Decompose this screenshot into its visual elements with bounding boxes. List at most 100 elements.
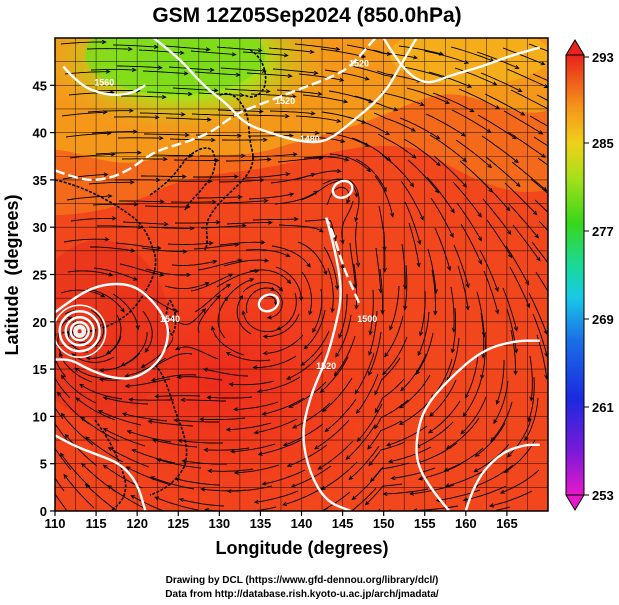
- streamline: [86, 288, 125, 313]
- typhoon-ring: [64, 316, 95, 347]
- streamline-arrowhead: [536, 256, 541, 262]
- streamline: [175, 478, 221, 486]
- streamline-arrowhead: [450, 208, 455, 214]
- streamline-arrowhead: [209, 67, 215, 73]
- streamline-arrowhead: [283, 53, 289, 58]
- streamline: [87, 110, 133, 113]
- streamline-arrowhead: [561, 204, 565, 208]
- streamline: [350, 487, 377, 511]
- streamline: [460, 223, 482, 264]
- y-axis-label: Latitude (degrees): [2, 194, 22, 355]
- streamline-arrowhead: [103, 172, 109, 177]
- streamline-arrowhead: [265, 89, 271, 94]
- streamline: [346, 424, 376, 460]
- streamline: [500, 469, 540, 494]
- streamline-arrowhead: [225, 427, 231, 432]
- streamline: [320, 491, 351, 511]
- streamline-arrowhead: [515, 182, 521, 187]
- streamline-arrowhead: [80, 416, 86, 421]
- y-tick-label: 45: [33, 78, 47, 93]
- streamline: [296, 170, 341, 180]
- streamline-arrowhead: [186, 204, 191, 210]
- streamline-arrowhead: [449, 232, 454, 238]
- streamline-arrowhead: [204, 281, 210, 287]
- streamline: [529, 355, 533, 401]
- streamline: [530, 178, 548, 195]
- streamline-arrowhead: [102, 396, 108, 401]
- streamline-arrowhead: [400, 386, 405, 392]
- streamline-arrowhead: [368, 350, 373, 356]
- streamline: [80, 416, 120, 442]
- streamline-arrowhead: [435, 161, 441, 167]
- colorbar-tick-label: 253: [592, 488, 614, 503]
- streamline-arrowhead: [318, 228, 324, 233]
- streamline: [139, 112, 185, 115]
- streamline: [384, 315, 404, 357]
- streamline-arrowhead: [465, 305, 470, 311]
- x-tick-label: 135: [250, 516, 272, 531]
- streamline: [254, 490, 299, 503]
- streamline: [481, 135, 519, 163]
- streamline: [314, 419, 350, 450]
- streamline: [301, 271, 312, 315]
- streamline-arrowhead: [354, 192, 359, 198]
- streamline: [356, 373, 379, 414]
- streamline: [57, 316, 72, 357]
- streamline-arrowhead: [532, 210, 538, 216]
- chart-title: GSM 12Z05Sep2024 (850.0hPa): [152, 4, 461, 27]
- streamline: [177, 376, 223, 381]
- streamline: [399, 117, 440, 140]
- streamline-arrowhead: [410, 127, 416, 132]
- streamline: [55, 447, 72, 471]
- streamline: [113, 116, 159, 118]
- streamline-arrowhead: [417, 240, 422, 246]
- streamline-arrowhead: [364, 76, 370, 81]
- streamline-arrowhead: [308, 310, 313, 316]
- x-tick-label: 125: [167, 516, 189, 531]
- typhoon-ring: [58, 310, 101, 353]
- streamline-arrowhead: [124, 373, 130, 378]
- streamline-arrowhead: [417, 476, 423, 481]
- streamline-arrowhead: [252, 365, 258, 370]
- streamline: [70, 217, 116, 222]
- streamline-arrowhead: [278, 286, 284, 292]
- contour-line-1500: [325, 217, 361, 304]
- streamline: [357, 403, 383, 442]
- streamline: [150, 353, 193, 369]
- streamline-arrowhead: [257, 48, 263, 53]
- streamline: [108, 447, 150, 468]
- contour-label: 1520: [275, 96, 295, 106]
- streamline-arrowhead: [506, 452, 512, 458]
- x-tick-label: 115: [86, 516, 107, 531]
- streamline: [254, 418, 298, 434]
- streamline: [79, 384, 123, 400]
- streamline: [93, 267, 138, 281]
- streamline: [125, 357, 167, 377]
- colorbar-tick-label: 285: [592, 136, 614, 151]
- streamline: [297, 241, 327, 275]
- streamline: [416, 421, 454, 448]
- streamline-arrowhead: [149, 476, 155, 481]
- streamline-arrowhead: [64, 433, 70, 439]
- streamline: [66, 195, 112, 201]
- streamline-arrowhead: [321, 407, 327, 413]
- streamline-arrowhead: [465, 283, 470, 289]
- streamline: [55, 357, 67, 378]
- streamline-arrowhead: [517, 88, 523, 93]
- streamline: [323, 246, 338, 290]
- streamline-arrowhead: [336, 118, 342, 123]
- streamline: [451, 109, 492, 133]
- streamline: [406, 87, 450, 104]
- streamline: [64, 71, 110, 75]
- streamline-arrowhead: [473, 468, 479, 473]
- streamline-arrowhead: [158, 135, 164, 141]
- streamline-arrowhead: [540, 61, 546, 66]
- streamline-arrowhead: [121, 412, 127, 417]
- streamline: [445, 468, 488, 487]
- streamline-arrowhead: [384, 352, 389, 358]
- streamline: [85, 483, 118, 511]
- streamline: [90, 309, 105, 347]
- streamline-arrowhead: [368, 370, 373, 376]
- low-pressure-contour: [331, 179, 354, 199]
- streamline-arrowhead: [159, 272, 165, 277]
